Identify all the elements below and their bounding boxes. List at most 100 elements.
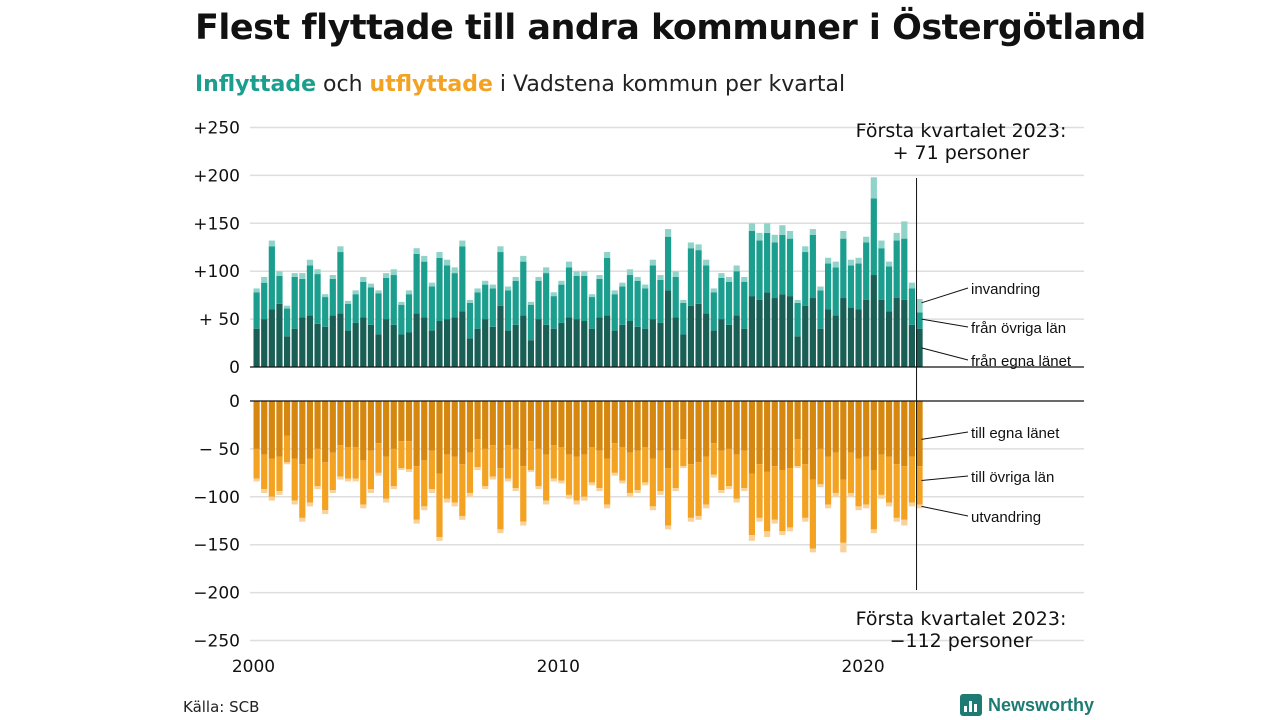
bar-ut-egna [588,401,595,447]
bar-in-ovriga [733,271,740,316]
bar-ut-utvandring [520,521,527,526]
bar-in-invandring [520,255,527,262]
bar-ut-ovriga [283,435,291,463]
bar-ut-utvandring [855,506,862,511]
bar-in-invandring [268,240,275,247]
bar-in-ovriga [786,238,794,297]
bar-ut-ovriga [657,450,664,492]
bar-in-egna [664,290,672,367]
bar-ut-utvandring [482,486,489,490]
bar-in-egna [352,322,359,367]
bar-ut-utvandring [367,489,374,493]
bar-ut-ovriga [482,448,489,487]
bar-ut-ovriga [741,450,748,489]
bar-in-egna [863,299,870,367]
bar-in-ovriga [504,290,512,331]
bar-in-ovriga [680,302,687,335]
bar-ut-utvandring [642,482,649,486]
bar-ut-egna [466,401,474,453]
subtitle-connector: och [316,72,370,97]
bar-in-invandring [634,276,641,281]
bar-in-egna [649,319,656,367]
bar-ut-egna [390,401,397,449]
bar-ut-ovriga [596,450,603,489]
bar-ut-egna [535,401,542,449]
bar-in-egna [901,299,908,367]
bar-in-invandring [291,273,298,277]
bar-in-invandring [703,259,710,266]
bar-ut-ovriga [870,469,877,530]
bar-ut-egna [421,401,428,461]
bar-ut-egna [550,401,557,446]
bar-in-ovriga [657,279,664,323]
bar-in-ovriga [916,312,923,329]
bar-in-invandring [649,259,656,266]
bar-in-invandring [405,290,413,295]
bar-ut-utvandring [489,476,496,480]
bar-ut-ovriga [764,471,771,532]
logo-text: Newsworthy [988,694,1095,715]
bar-ut-egna [360,401,367,461]
label-leader-inflow [921,287,969,304]
bar-in-invandring [527,301,535,305]
bar-ut-egna [512,401,519,449]
bar-in-ovriga [847,265,855,308]
bar-in-ovriga [558,284,565,323]
y-tick-label-bottom: −100 [193,488,240,508]
bar-in-egna [504,330,512,367]
bar-ut-ovriga [786,468,794,528]
bar-ut-ovriga [718,450,725,491]
bar-in-ovriga [626,275,634,322]
bar-in-invandring [581,271,588,276]
bar-in-ovriga [718,277,725,320]
bar-in-egna [337,313,344,367]
bar-in-ovriga [436,257,443,322]
bar-ut-ovriga [756,464,763,518]
subtitle-inflow-word: Inflyttade [195,72,317,97]
bar-ut-ovriga [497,468,504,530]
annotation-bottom-line2: −112 personer [890,630,1033,652]
bar-ut-utvandring [885,502,893,507]
bar-in-ovriga [725,281,733,325]
bar-ut-utvandring [649,506,656,511]
bar-ut-utvandring [802,517,809,522]
bar-in-ovriga [268,246,275,310]
bar-ut-egna [680,401,687,440]
bar-ut-utvandring [329,490,336,493]
bar-ut-egna [725,401,733,449]
bar-in-ovriga [756,240,763,300]
bar-ut-ovriga [550,445,557,479]
bar-in-ovriga [779,234,786,295]
bar-in-ovriga [642,288,649,329]
x-tick-label: 2020 [841,657,884,677]
bar-in-invandring [444,259,451,266]
bar-in-invandring [299,273,306,279]
bar-in-egna [748,296,755,367]
bar-ut-ovriga [832,452,839,493]
bar-ut-egna [520,401,527,467]
bar-in-ovriga [611,294,618,331]
bar-in-egna [520,315,527,367]
bar-in-invandring [398,301,405,305]
bar-ut-utvandring [634,490,641,493]
bar-in-ovriga [771,242,778,299]
bar-in-invandring [428,282,435,287]
bar-in-egna [565,317,573,367]
bar-ut-ovriga [360,460,367,505]
bar-ut-egna [703,401,710,457]
bar-ut-ovriga [421,460,428,507]
bar-in-egna [268,309,275,367]
bar-ut-ovriga [908,456,916,503]
series-label-outflow: utvandring [971,509,1041,526]
bar-in-invandring [870,177,877,199]
bar-in-egna [703,313,710,367]
bar-in-invandring [619,282,626,287]
bar-in-egna [383,319,390,367]
bar-in-invandring [383,273,390,278]
bar-in-invandring [908,282,916,289]
bar-in-egna [344,330,352,367]
bar-ut-ovriga [337,445,344,477]
bar-ut-utvandring [276,491,283,495]
bar-ut-egna [817,401,824,449]
y-tick-label-top: +200 [193,166,240,186]
